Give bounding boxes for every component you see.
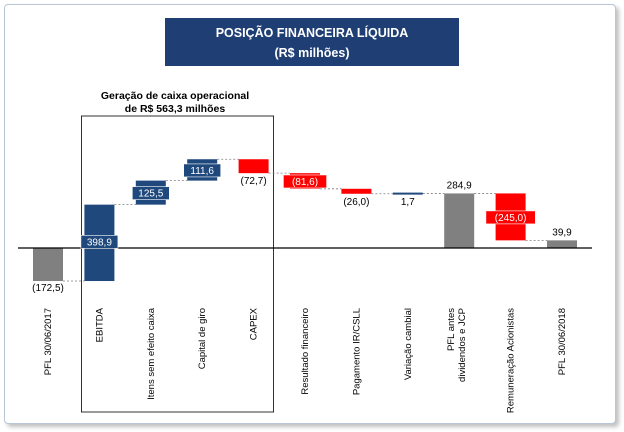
data-label-box-capital-de-giro xyxy=(183,163,221,178)
bar-variacao-cambial xyxy=(392,192,423,195)
tick-label-itens-sem-efeito-caixa: Itens sem efeito caixa xyxy=(146,307,157,400)
data-label-resultado-financeiro: (81,6) xyxy=(292,177,318,188)
data-label-box-resultado-financeiro xyxy=(283,174,327,189)
connector-layer xyxy=(63,158,547,282)
tick-label-ebitda: EBITDA xyxy=(94,307,105,342)
tick-label-variacao-cambial: Variação cambial xyxy=(403,308,414,380)
tick-label-pfl-antes-dividendos-e-jcp-2: dividendos e JCP xyxy=(457,308,468,382)
data-label-variacao-cambial: 1,7 xyxy=(401,197,415,208)
label-layer: (172,5) 398,9 125,5 111,6 (72,7) (81,6) (26,0)… xyxy=(32,163,572,294)
tick-label-resultado-financeiro: Resultado financeiro xyxy=(300,308,311,395)
operating-cash-bracket xyxy=(81,115,274,413)
tick-label-capital-de-giro: Capital de giro xyxy=(197,308,208,369)
bar-pfl-30-06-2018 xyxy=(547,240,577,248)
operating-cash-annotation: Geração de caixa operacional de R$ 563,3… xyxy=(66,90,284,116)
bar-pagamento-ir-csll xyxy=(341,188,372,194)
tick-label-remuneracao-acionistas: Remuneração Acionistas xyxy=(506,308,517,413)
data-label-ebitda: 398,9 xyxy=(87,237,112,248)
data-label-box-itens-sem-efeito-caixa xyxy=(132,186,170,200)
tick-label-pfl-30-06-2017: PFL 30/06/2017 xyxy=(43,308,54,375)
annotation-line-2: de R$ 563,3 milhões xyxy=(124,103,226,115)
data-label-box-ebitda xyxy=(80,235,119,249)
data-label-capex: (72,7) xyxy=(241,176,267,187)
annotation-line-1: Geração de caixa operacional xyxy=(100,90,250,102)
bar-capex xyxy=(238,159,269,174)
data-label-pfl-30-06-2018: 39,9 xyxy=(552,227,572,238)
chart-title: POSIÇÃO FINANCEIRA LÍQUIDA xyxy=(215,26,409,40)
data-label-pagamento-ir-csll: (26,0) xyxy=(343,197,369,208)
chart-subtitle: (R$ milhões) xyxy=(274,46,350,60)
data-label-pfl-antes-dividendos-e-jcp: 284,9 xyxy=(447,180,472,191)
data-label-itens-sem-efeito-caixa: 125,5 xyxy=(138,189,163,200)
tick-label-pfl-antes-dividendos-e-jcp-1: PFL antes xyxy=(446,308,457,351)
bar-pfl-30-06-2017 xyxy=(33,248,63,282)
tick-layer: PFL 30/06/2017 EBITDA Itens sem efeito cai… xyxy=(43,307,568,413)
data-label-pfl-30-06-2017: (172,5) xyxy=(32,283,64,294)
data-label-capital-de-giro: 111,6 xyxy=(190,166,214,177)
bracket-layer xyxy=(81,115,274,413)
data-label-remuneracao-acionistas: (245,0) xyxy=(495,213,527,224)
data-label-box-remuneracao-acionistas xyxy=(485,210,536,225)
chart-title-box: POSIÇÃO FINANCEIRA LÍQUIDA (R$ milhões) xyxy=(165,18,459,66)
tick-label-capex: CAPEX xyxy=(249,307,260,340)
tick-label-pagamento-ir-csll: Pagamento IR/CSLL xyxy=(351,308,362,395)
bar-pfl-antes-dividendos-e-jcp xyxy=(444,193,475,248)
tick-label-pfl-30-06-2018: PFL 30/06/2018 xyxy=(557,308,568,375)
